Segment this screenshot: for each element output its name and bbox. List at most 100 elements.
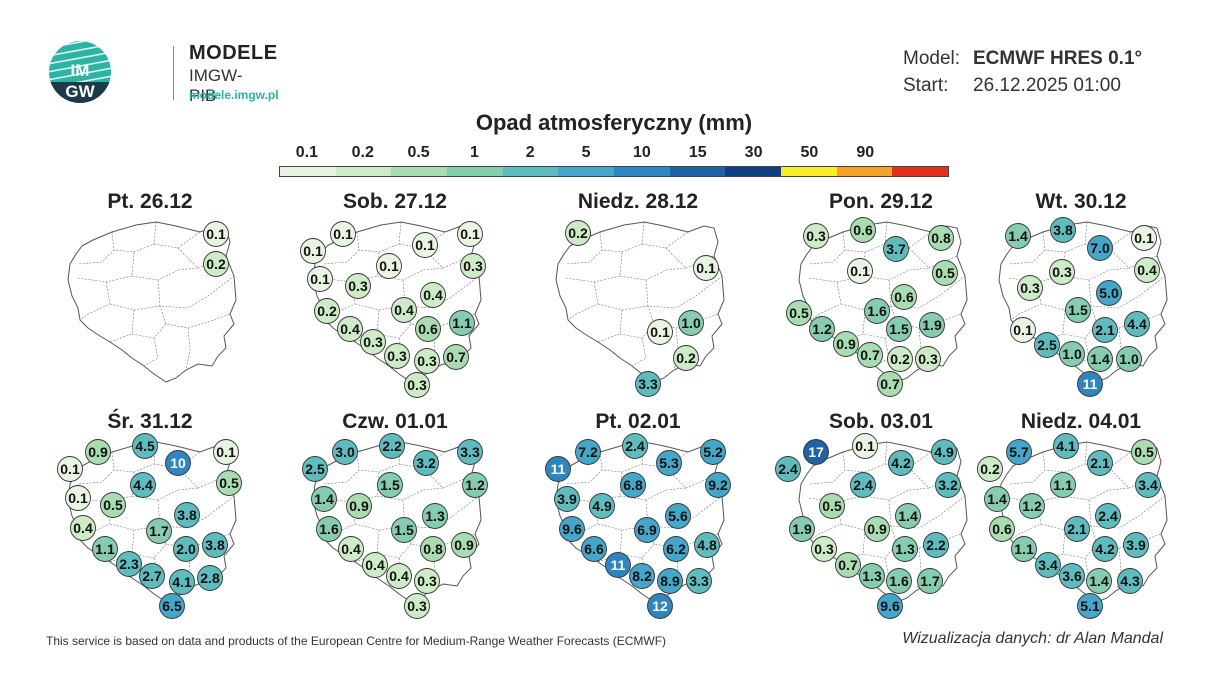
- precip-marker: 2.2: [379, 433, 405, 459]
- precip-value: 1.2: [1022, 498, 1042, 514]
- precip-value: 0.1: [460, 226, 480, 242]
- precip-value: 9.6: [880, 598, 900, 614]
- voivodeship-border: [890, 525, 898, 545]
- voivodeship-border: [565, 231, 603, 265]
- precip-marker: 0.1: [693, 255, 719, 281]
- legend-swatch: [335, 167, 392, 176]
- brand-subtitle: IMGW-PIB: [189, 66, 243, 105]
- precip-marker-circle: [376, 253, 402, 279]
- precip-marker: 11: [545, 456, 571, 482]
- precip-value: 5.0: [1099, 285, 1119, 301]
- precip-marker-circle: [139, 563, 165, 589]
- precip-value: 0.1: [855, 438, 875, 454]
- precip-value: 1.1: [1053, 477, 1073, 493]
- precip-value: 1.5: [380, 477, 400, 493]
- precip-marker-circle: [891, 284, 917, 310]
- precip-marker-circle: [415, 316, 441, 342]
- precip-marker: 1.1: [1011, 536, 1037, 562]
- panel-date-title: Śr. 31.12: [107, 410, 193, 433]
- precip-marker-circle: [833, 331, 859, 357]
- precip-marker: 0.5: [216, 470, 242, 496]
- precip-value: 4.4: [133, 477, 153, 493]
- legend-tick-label: 0.5: [407, 144, 430, 161]
- precip-marker-circle: [835, 552, 861, 578]
- voivodeship-border: [185, 327, 191, 371]
- precip-marker: 2.4: [775, 456, 801, 482]
- precip-marker: 0.3: [404, 593, 430, 619]
- precip-value: 0.2: [980, 461, 1000, 477]
- forecast-panel: Pt. 26.12 0.1 0.2: [48, 190, 252, 400]
- precip-marker: 0.9: [451, 532, 477, 558]
- precip-marker-circle: [850, 472, 876, 498]
- precip-marker-circle: [330, 221, 356, 247]
- precip-value: 3.7: [886, 241, 906, 257]
- precip-value: 0.7: [446, 349, 466, 365]
- precip-marker-circle: [877, 371, 903, 397]
- precip-marker-circle: [657, 568, 683, 594]
- precip-marker: 7.0: [1087, 235, 1113, 261]
- precip-marker-circle: [414, 348, 440, 374]
- precip-marker: 0.3: [345, 273, 371, 299]
- voivodeship-border: [1008, 231, 1046, 265]
- precip-value: 4.9: [592, 498, 612, 514]
- precip-value: 6.8: [623, 477, 643, 493]
- precip-value: 0.4: [1137, 262, 1157, 278]
- precip-marker-circle: [888, 450, 914, 476]
- legend-swatch: [280, 167, 336, 176]
- precip-marker: 3.3: [457, 439, 483, 465]
- precip-marker-circle: [202, 532, 228, 558]
- precip-marker-circle: [647, 593, 673, 619]
- legend-tick-label: 15: [688, 144, 707, 161]
- legend-tick-label: 90: [856, 144, 875, 161]
- precip-value: 11: [551, 461, 566, 477]
- precip-marker-circle: [575, 439, 601, 465]
- precip-value: 1.1: [95, 541, 115, 557]
- precip-marker: 5.7: [1006, 439, 1032, 465]
- precip-marker-circle: [1123, 532, 1149, 558]
- precip-marker: 8.9: [657, 568, 683, 594]
- precip-marker-circle: [451, 532, 477, 558]
- brand-url-link[interactable]: modele.imgw.pl: [189, 88, 279, 102]
- voivodeship-border: [422, 247, 472, 269]
- precip-marker-circle: [391, 517, 417, 543]
- precip-value: 0.6: [853, 222, 873, 238]
- precip-marker-circle: [1096, 280, 1122, 306]
- precip-marker: 2.1: [1092, 317, 1118, 343]
- panel-date-title: Niedz. 28.12: [577, 190, 699, 213]
- precip-marker-circle: [928, 225, 954, 251]
- precip-value: 2.5: [305, 461, 325, 477]
- voivodeship-border: [567, 281, 599, 321]
- precip-marker: 0.3: [811, 536, 837, 562]
- precip-marker: 4.5: [132, 433, 158, 459]
- precip-value: 1.3: [425, 508, 445, 524]
- precip-value: 3.0: [335, 444, 355, 460]
- precip-marker-circle: [857, 342, 883, 368]
- precip-value: 0.7: [880, 376, 900, 392]
- precip-marker-circle: [1050, 217, 1076, 243]
- precip-value: 0.9: [454, 537, 474, 553]
- precip-marker-circle: [634, 517, 660, 543]
- precip-marker-circle: [203, 251, 229, 277]
- precip-value: 6.6: [584, 541, 604, 557]
- precip-marker: 0.4: [362, 552, 388, 578]
- precip-marker: 2.3: [116, 551, 142, 577]
- precip-marker: 8.2: [629, 563, 655, 589]
- precip-marker: 1.9: [789, 516, 815, 542]
- voivodeship-border: [77, 251, 135, 283]
- precip-value: 1.1: [1014, 541, 1034, 557]
- legend-tick-label: 0.2: [351, 144, 374, 161]
- voivodeship-border: [1088, 275, 1166, 309]
- precip-marker: 6.9: [634, 517, 660, 543]
- precip-value: 4.2: [1095, 541, 1115, 557]
- precip-marker-circle: [1019, 493, 1045, 519]
- precip-value: 0.1: [415, 237, 435, 253]
- precip-marker: 0.1: [376, 253, 402, 279]
- voivodeship-border: [844, 441, 888, 473]
- precip-marker: 5.2: [700, 439, 726, 465]
- precip-marker: 0.1: [213, 439, 239, 465]
- precip-marker: 0.1: [852, 433, 878, 459]
- poland-precip-map: 1.4 3.8 7.0 0.1 0.3 0.4 0.3 5.0 1.5 4.4 0.1 2.1 2.5 1…: [998, 217, 1168, 397]
- precip-marker: 1.6: [886, 568, 912, 594]
- precip-marker: 1.1: [449, 310, 475, 336]
- precip-value: 3.4: [1038, 557, 1058, 573]
